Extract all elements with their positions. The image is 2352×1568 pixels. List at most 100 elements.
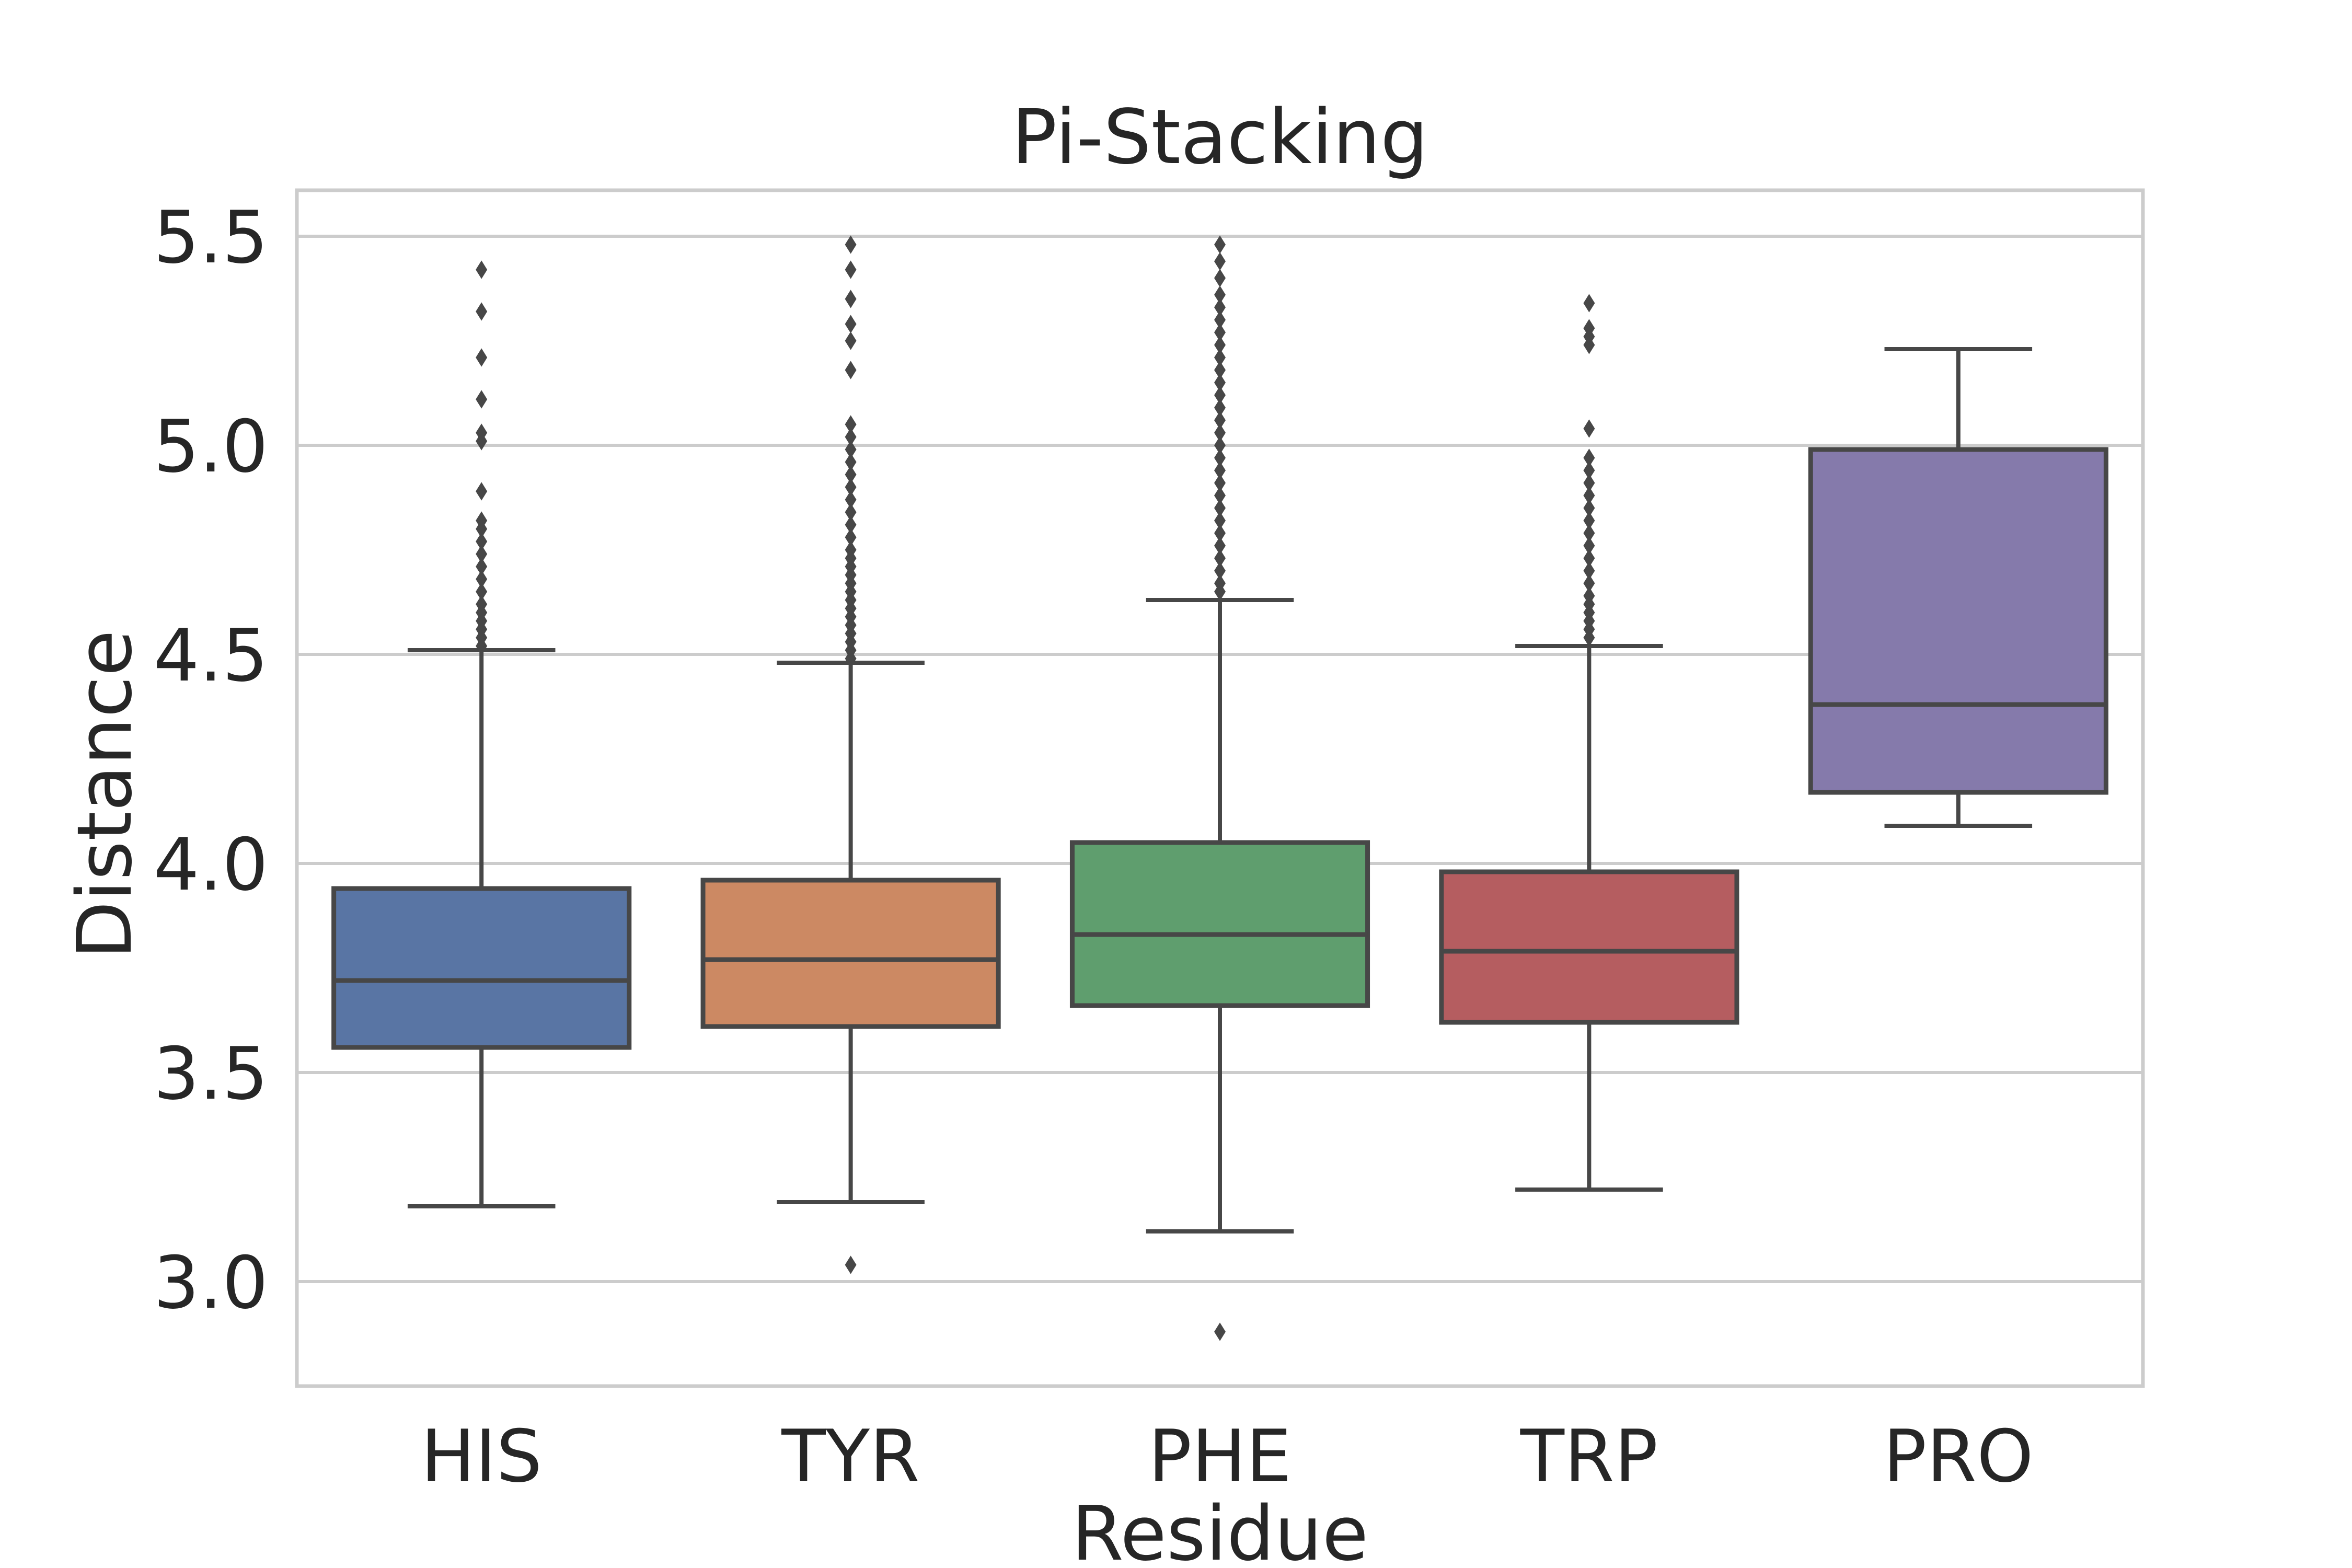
box-iqr xyxy=(1808,447,2108,795)
outlier-point xyxy=(476,557,488,576)
outlier-point xyxy=(1583,419,1595,438)
outlier-point xyxy=(1583,561,1595,580)
outlier-point xyxy=(476,511,488,530)
y-axis-label: Distance xyxy=(61,630,148,959)
outlier-point xyxy=(1583,524,1595,543)
outlier-point xyxy=(1214,423,1226,442)
outlier-point xyxy=(845,540,857,559)
box-iqr xyxy=(331,886,632,1050)
outlier-point xyxy=(845,503,857,522)
outlier-point xyxy=(1214,386,1226,405)
x-tick-label: TRP xyxy=(1520,1414,1658,1498)
y-tick-label: 3.5 xyxy=(154,1032,268,1116)
box-iqr xyxy=(1439,869,1739,1025)
outlier-point xyxy=(1214,285,1226,304)
outlier-point xyxy=(1214,549,1226,568)
x-axis-label: Residue xyxy=(1071,1490,1368,1568)
outlier-point xyxy=(476,545,488,563)
box-group-phe xyxy=(1069,235,1370,1341)
outlier-point xyxy=(1214,298,1226,317)
x-tick-label: PRO xyxy=(1883,1414,2034,1498)
outlier-point xyxy=(476,348,488,367)
outlier-point xyxy=(1583,536,1595,555)
outlier-point xyxy=(1583,499,1595,517)
box-group-his xyxy=(331,260,632,1208)
outlier-point xyxy=(476,260,488,279)
outlier-point xyxy=(1583,511,1595,530)
chart-title: Pi-Stacking xyxy=(1012,93,1428,181)
outlier-point xyxy=(845,428,857,446)
outlier-point xyxy=(1583,549,1595,568)
outlier-point xyxy=(845,478,857,497)
outlier-point xyxy=(1214,561,1226,580)
outlier-point xyxy=(1583,448,1595,467)
outlier-point xyxy=(1214,436,1226,455)
outlier-point xyxy=(1214,536,1226,555)
outlier-point xyxy=(476,595,488,614)
outlier-point xyxy=(845,260,857,279)
outlier-point xyxy=(1583,486,1595,505)
outlier-point xyxy=(1214,511,1226,530)
outlier-point xyxy=(845,331,857,350)
outlier-point xyxy=(1214,524,1226,543)
outlier-point xyxy=(1214,269,1226,287)
box-group-trp xyxy=(1439,294,1739,1192)
outlier-point xyxy=(845,515,857,534)
outlier-point xyxy=(845,490,857,509)
outlier-point xyxy=(845,528,857,547)
outlier-point xyxy=(476,482,488,501)
x-tick-label: TYR xyxy=(781,1414,919,1498)
box-group-tyr xyxy=(700,235,1001,1274)
x-tick-label: HIS xyxy=(421,1414,542,1498)
x-tick-labels: HIS TYR PHE TRP PRO xyxy=(421,1414,2034,1498)
outlier-point xyxy=(1214,574,1226,593)
y-tick-label: 5.0 xyxy=(154,405,268,489)
outlier-point xyxy=(1214,1322,1226,1341)
outlier-point xyxy=(476,423,488,442)
outlier-point xyxy=(1583,461,1595,480)
plot-frame xyxy=(295,188,2145,1388)
outlier-point xyxy=(1214,310,1226,329)
outlier-point xyxy=(845,235,857,254)
outlier-point xyxy=(845,361,857,379)
y-tick-label: 4.0 xyxy=(154,823,268,907)
outlier-point xyxy=(1583,574,1595,593)
outlier-point xyxy=(1214,323,1226,342)
outlier-point xyxy=(845,415,857,434)
outlier-point xyxy=(1583,474,1595,492)
outlier-point xyxy=(1214,373,1226,392)
outlier-point xyxy=(1214,398,1226,417)
y-tick-label: 3.0 xyxy=(154,1241,268,1325)
outlier-point xyxy=(476,570,488,589)
outlier-point xyxy=(1214,348,1226,367)
outlier-point xyxy=(1214,474,1226,492)
outlier-point xyxy=(1583,319,1595,338)
outlier-point xyxy=(476,532,488,551)
outlier-point xyxy=(1583,586,1595,605)
outlier-point xyxy=(845,290,857,308)
outlier-point xyxy=(1214,448,1226,467)
box-group-pro xyxy=(1808,347,2108,828)
outlier-point xyxy=(845,453,857,471)
box-iqr xyxy=(1069,840,1370,1008)
outlier-point xyxy=(1214,499,1226,517)
outlier-point xyxy=(845,315,857,333)
outlier-point xyxy=(476,390,488,409)
outlier-point xyxy=(845,465,857,484)
outlier-point xyxy=(476,302,488,321)
x-tick-label: PHE xyxy=(1148,1414,1292,1498)
outlier-point xyxy=(845,440,857,459)
outlier-point xyxy=(1214,361,1226,379)
boxes-layer xyxy=(331,235,2108,1341)
outlier-point xyxy=(845,1255,857,1274)
outlier-point xyxy=(476,582,488,601)
outlier-point xyxy=(1214,252,1226,271)
y-tick-label: 5.5 xyxy=(154,195,268,280)
outlier-point xyxy=(1214,486,1226,505)
outlier-point xyxy=(1214,461,1226,480)
y-tick-label: 4.5 xyxy=(154,614,268,698)
outlier-point xyxy=(1214,411,1226,430)
outlier-point xyxy=(1214,235,1226,254)
outlier-point xyxy=(1214,336,1226,354)
